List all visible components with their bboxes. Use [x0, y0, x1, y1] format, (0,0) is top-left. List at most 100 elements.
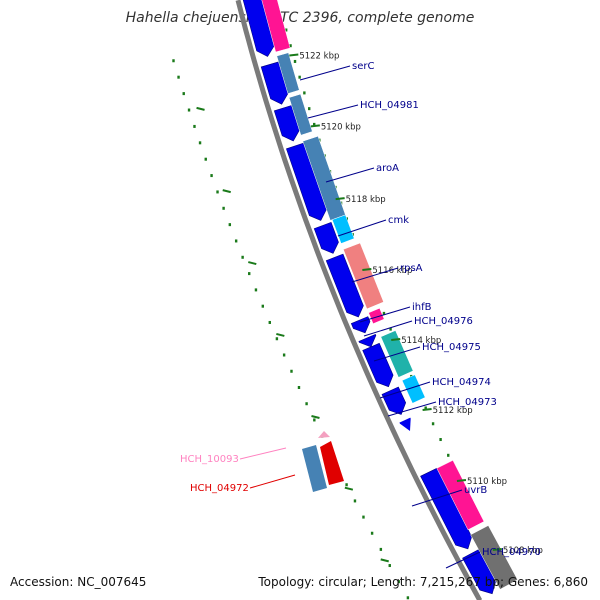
gene-label: HCH_04975 [422, 342, 481, 353]
ruler-label: 5110 kbp [467, 477, 507, 487]
tick-mark-inner [248, 272, 251, 276]
tick-mark-outer [284, 28, 288, 32]
label-leader [445, 551, 481, 569]
ruler-tick [456, 478, 467, 482]
gene-label: ihfB [412, 302, 432, 313]
tick-mark-inner [379, 547, 383, 551]
accession-text: Accession: NC_007645 [10, 575, 147, 589]
label-leader [359, 306, 411, 323]
label-leader [307, 104, 359, 119]
tick-mark-inner [282, 353, 286, 357]
gene-label: HCH_04972 [190, 483, 249, 494]
genome-backbone [235, 0, 483, 600]
label-leader [411, 489, 463, 507]
tick-mark-inner [397, 580, 400, 584]
label-leader [239, 447, 287, 460]
tick-mark-inner [198, 141, 202, 145]
label-leader [337, 219, 387, 237]
ruler-label: 5118 kbp [346, 195, 386, 205]
tick-mark-inner [193, 124, 196, 128]
tick-mark-inner [261, 304, 265, 308]
ruler-tick [289, 53, 299, 57]
tick-mark-outer [303, 91, 306, 95]
tick-mark-outer [298, 75, 301, 79]
tick-mark-inner [353, 499, 357, 503]
label-leader [249, 474, 296, 489]
gene-feature-hch04972 [320, 441, 344, 485]
cds-arrow [260, 61, 289, 105]
tick-mark-inner [228, 223, 232, 227]
tick-mark-inner [210, 174, 213, 178]
gene-feature-pink [368, 307, 385, 325]
genome-summary-text: Topology: circular; Length: 7,215,267 bp… [258, 575, 588, 589]
ruler-tick [391, 337, 401, 341]
tick-mark-inner [345, 483, 348, 487]
cds-arrow [242, 0, 275, 57]
label-leader [373, 346, 421, 362]
gene-feature-pink [436, 459, 485, 531]
tick-dash [380, 558, 389, 563]
tick-mark-inner [290, 369, 293, 373]
tick-mark-inner [370, 531, 374, 535]
tick-mark-outer [447, 453, 450, 457]
tick-mark-outer [289, 44, 292, 48]
cds-arrow [381, 386, 407, 415]
ruler-tick [335, 197, 345, 201]
label-leader [387, 401, 437, 417]
tick-mark-outer [439, 438, 442, 442]
cds-arrow [325, 253, 364, 318]
cds-arrow [358, 334, 377, 348]
ruler-label: 5116 kbp [372, 266, 412, 276]
tick-dash [248, 261, 257, 266]
tick-mark-outer [313, 122, 316, 126]
gene-label: rpsA [400, 263, 423, 274]
tick-mark-inner [172, 59, 175, 63]
tick-mark-outer [382, 311, 386, 315]
tick-dash [276, 332, 285, 337]
ruler-tick [310, 124, 320, 128]
tick-dash [196, 106, 205, 111]
tick-mark-inner [275, 337, 279, 341]
cds-arrow [462, 549, 497, 595]
tick-mark-outer [293, 59, 297, 63]
ruler-tick [422, 407, 432, 411]
gene-feature-marker [318, 431, 330, 438]
gene-label: HCH_04974 [432, 377, 491, 388]
tick-mark-outer [431, 422, 435, 426]
gene-feature-cyan [401, 374, 426, 404]
tick-mark-inner [241, 255, 244, 259]
tick-mark-outer [308, 107, 311, 111]
ruler-label: 5108 kbp [503, 546, 543, 556]
ruler-label: 5114 kbp [401, 336, 441, 346]
map-title: Hahella chejuensis KCTC 2396, complete g… [125, 10, 475, 26]
tick-mark-inner [216, 190, 219, 194]
gene-label: cmk [388, 215, 409, 226]
gene-feature-pink [261, 0, 291, 53]
cds-arrow [273, 105, 300, 142]
label-leader [351, 267, 399, 283]
cds-arrow [313, 222, 339, 254]
cds-arrow [350, 316, 371, 334]
ruler-label: 5122 kbp [299, 52, 339, 62]
tick-mark-inner [187, 108, 191, 112]
ruler-tick [362, 268, 372, 272]
label-leader [379, 381, 431, 399]
tick-mark-inner [297, 385, 301, 389]
tick-mark-inner [222, 206, 225, 210]
label-leader [325, 167, 375, 183]
tick-mark-inner [254, 288, 258, 292]
tick-mark-inner [305, 402, 308, 406]
gene-label: uvrB [464, 485, 487, 496]
cds-small-arrow [399, 417, 411, 431]
tick-mark-inner [204, 157, 207, 161]
ruler-tick [492, 548, 502, 552]
tick-mark-inner [362, 515, 365, 519]
tick-mark-inner [406, 596, 410, 600]
label-leader [299, 65, 351, 81]
cds-arrow [286, 142, 327, 221]
gene-feature-hch10093 [302, 445, 327, 492]
label-leader [363, 320, 413, 337]
gene-label: HCH_04976 [414, 316, 473, 327]
tick-dash [222, 189, 231, 194]
